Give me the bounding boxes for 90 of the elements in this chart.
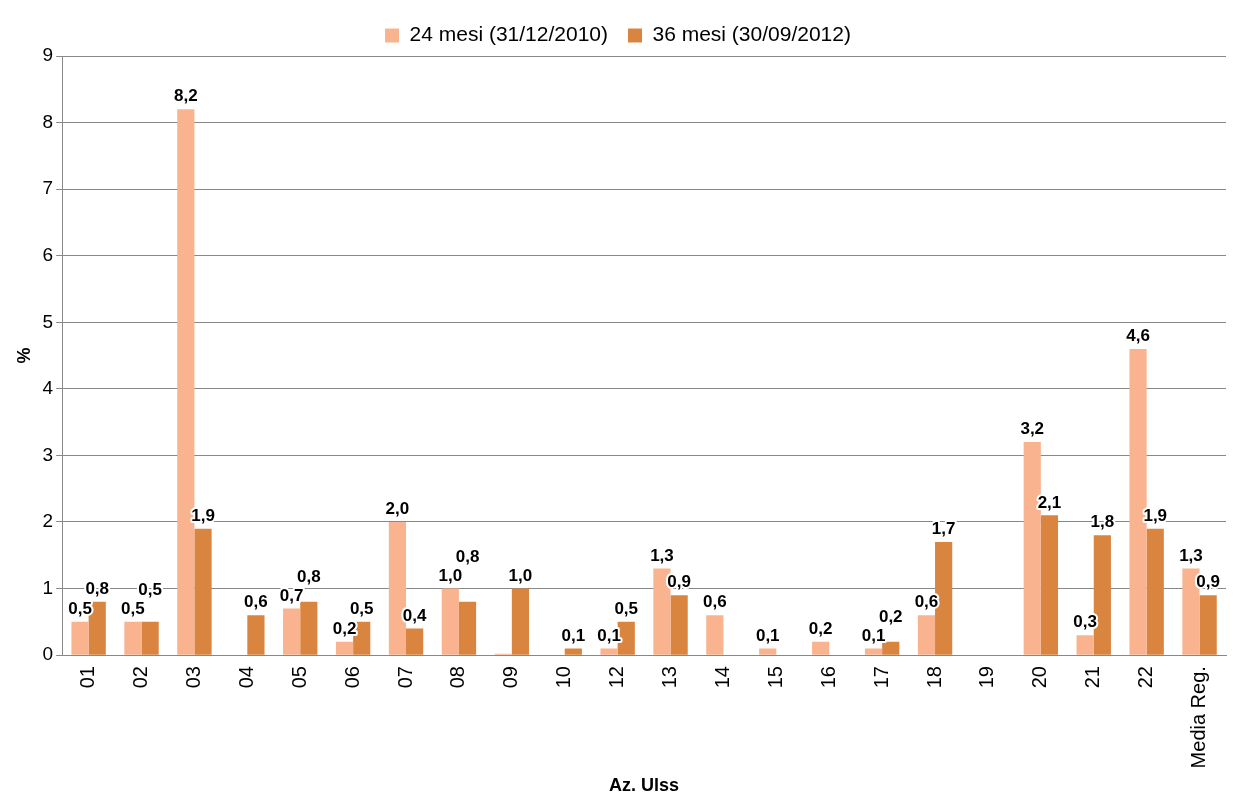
x-tick-label: 02 — [129, 666, 152, 689]
bar — [194, 528, 212, 655]
bar — [458, 601, 477, 655]
data-label: 0,1 — [861, 625, 886, 645]
data-label: 0,7 — [279, 585, 304, 605]
data-label: 1,3 — [1179, 545, 1203, 565]
data-label: 0,6 — [703, 592, 727, 612]
data-label: 1,7 — [931, 519, 956, 539]
x-tick-label: 18 — [922, 666, 945, 689]
data-label: 0,2 — [878, 606, 903, 626]
bar — [1146, 528, 1164, 655]
x-axis-title: Az. Ulss — [609, 775, 680, 796]
y-tick-label: 7 — [42, 177, 54, 199]
x-tick-label: 01 — [76, 666, 99, 689]
x-tick-label: 19 — [975, 666, 998, 689]
y-tick-label: 5 — [42, 310, 54, 332]
data-label: 8,2 — [174, 86, 198, 106]
data-label: 0,4 — [402, 605, 427, 625]
data-label: 0,8 — [297, 566, 321, 586]
y-tick-label: 0 — [42, 643, 54, 665]
data-label: 0,1 — [755, 625, 780, 645]
data-label: 0,9 — [667, 572, 691, 592]
y-tick-label: 2 — [42, 510, 54, 532]
y-tick-label: 6 — [42, 243, 54, 265]
data-label: 0,5 — [121, 599, 145, 619]
data-label: 0,6 — [244, 592, 268, 612]
bar — [864, 648, 883, 655]
y-tick-label: 1 — [42, 576, 54, 598]
bar — [759, 648, 777, 655]
y-tick-label: 8 — [42, 110, 54, 132]
data-label: 0,5 — [138, 580, 162, 600]
data-label: 1,9 — [1143, 505, 1168, 525]
data-label: 1,0 — [438, 565, 463, 585]
bar — [917, 615, 936, 655]
data-label: 0,9 — [1196, 572, 1220, 592]
bar — [564, 648, 582, 655]
data-label: 0,8 — [85, 579, 110, 599]
x-tick-label: 13 — [658, 666, 681, 689]
bar — [283, 608, 301, 655]
x-tick-label: 17 — [869, 666, 892, 689]
bar — [71, 621, 89, 655]
legend-label: 36 mesi (30/09/2012) — [652, 22, 851, 46]
x-tick-label: 20 — [1028, 666, 1051, 689]
y-tick-label: 3 — [42, 443, 54, 465]
data-label: 4,6 — [1126, 326, 1150, 346]
x-tick-label: 09 — [499, 666, 522, 689]
bar — [441, 588, 459, 655]
x-tick-label: 07 — [393, 666, 416, 689]
data-label: 3,2 — [1020, 419, 1045, 439]
x-tick-label: 05 — [287, 666, 310, 689]
data-label: 1,9 — [191, 505, 215, 525]
x-tick-label: 06 — [340, 666, 363, 689]
x-tick-label: 15 — [763, 666, 786, 689]
legend-label: 24 mesi (31/12/2010) — [409, 22, 609, 46]
x-tick-label: 22 — [1134, 666, 1157, 689]
data-label: 0,5 — [349, 599, 374, 619]
data-label: 2,1 — [1037, 492, 1062, 512]
y-tick-label: 4 — [42, 377, 54, 399]
x-tick-label: 04 — [234, 666, 257, 689]
bar — [1040, 515, 1059, 655]
x-tick-label: 08 — [446, 666, 469, 689]
bar — [511, 588, 530, 655]
data-label: 0,8 — [455, 546, 480, 566]
bar — [247, 615, 265, 655]
x-tick-label: 10 — [552, 666, 575, 689]
x-tick-label: 12 — [605, 666, 628, 689]
bar — [124, 621, 142, 655]
bar — [812, 641, 830, 655]
data-label: 0,2 — [808, 619, 833, 638]
bar — [1199, 595, 1217, 655]
bar — [706, 615, 724, 655]
bar — [406, 628, 424, 655]
y-tick-label: 9 — [42, 44, 54, 66]
x-tick-label: 21 — [1081, 666, 1104, 689]
data-label: 1,0 — [508, 565, 533, 585]
x-tick-label: Media Reg. — [1187, 666, 1210, 769]
data-label: 0,5 — [614, 599, 639, 619]
x-tick-label: 14 — [710, 666, 733, 689]
data-label: 0,1 — [561, 625, 586, 645]
data-label: 2,0 — [385, 499, 410, 519]
x-tick-label: 16 — [816, 666, 839, 689]
y-axis-title: % — [13, 347, 34, 364]
bar — [600, 648, 618, 655]
bar — [670, 595, 688, 655]
x-tick-label: 03 — [181, 666, 204, 689]
data-label: 1,3 — [650, 545, 674, 565]
bar — [335, 641, 354, 655]
bar — [141, 621, 159, 655]
data-label: 1,8 — [1090, 512, 1115, 532]
bar — [1076, 635, 1094, 655]
